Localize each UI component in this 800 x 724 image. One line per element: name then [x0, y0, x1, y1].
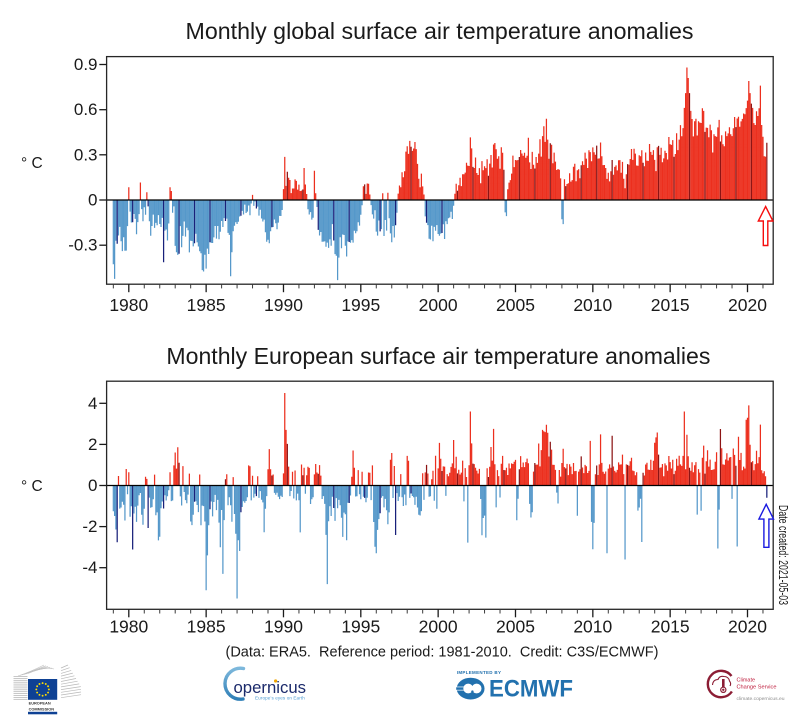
- svg-text:Change Service: Change Service: [737, 684, 777, 690]
- svg-text:2010: 2010: [573, 295, 612, 315]
- svg-text:1990: 1990: [264, 617, 303, 637]
- svg-text:2015: 2015: [651, 617, 690, 637]
- svg-text:2: 2: [88, 435, 97, 454]
- svg-text:1995: 1995: [341, 295, 380, 315]
- svg-text:Monthly European surface air t: Monthly European surface air temperature…: [166, 343, 710, 369]
- svg-text:2020: 2020: [728, 617, 767, 637]
- svg-text:1985: 1985: [187, 617, 226, 637]
- svg-text:2000: 2000: [419, 295, 458, 315]
- svg-text:1990: 1990: [264, 295, 303, 315]
- svg-text:0.6: 0.6: [74, 100, 98, 119]
- svg-text:0: 0: [88, 191, 97, 210]
- svg-text:(Data: ERA5. Reference period: (Data: ERA5. Reference period: 1981-2010…: [226, 645, 659, 661]
- svg-text:opernicus: opernicus: [234, 678, 307, 697]
- svg-text:4: 4: [88, 394, 97, 413]
- svg-text:IMPLEMENTED BY: IMPLEMENTED BY: [457, 670, 501, 675]
- svg-text:1995: 1995: [341, 617, 380, 637]
- svg-text:Date created: 2021-05-03: Date created: 2021-05-03: [776, 505, 791, 605]
- svg-text:0: 0: [88, 476, 97, 495]
- svg-text:0.9: 0.9: [74, 55, 98, 74]
- svg-text:climate.copernicus.eu: climate.copernicus.eu: [737, 696, 785, 702]
- svg-text:EUROPEAN: EUROPEAN: [29, 701, 51, 706]
- svg-text:-2: -2: [82, 517, 97, 536]
- svg-text:Climate: Climate: [737, 678, 756, 684]
- svg-text:2015: 2015: [651, 295, 690, 315]
- svg-text:2005: 2005: [496, 617, 535, 637]
- svg-text:COMMISSION: COMMISSION: [29, 706, 55, 711]
- svg-text:1980: 1980: [109, 617, 148, 637]
- svg-text:ECMWF: ECMWF: [489, 676, 573, 703]
- svg-text:1980: 1980: [109, 295, 148, 315]
- svg-text:Monthly global surface air tem: Monthly global surface air temperature a…: [186, 18, 694, 44]
- svg-text:° C: ° C: [21, 478, 43, 495]
- svg-text:Europe’s eyes on Earth: Europe’s eyes on Earth: [255, 696, 305, 701]
- svg-text:2000: 2000: [419, 617, 458, 637]
- svg-text:2005: 2005: [496, 295, 535, 315]
- svg-text:1985: 1985: [187, 295, 226, 315]
- svg-text:-4: -4: [82, 558, 97, 577]
- svg-text:0.3: 0.3: [74, 145, 98, 164]
- svg-text:2010: 2010: [573, 617, 612, 637]
- svg-text:2020: 2020: [728, 295, 767, 315]
- svg-text:-0.3: -0.3: [68, 236, 97, 255]
- svg-text:° C: ° C: [21, 155, 43, 172]
